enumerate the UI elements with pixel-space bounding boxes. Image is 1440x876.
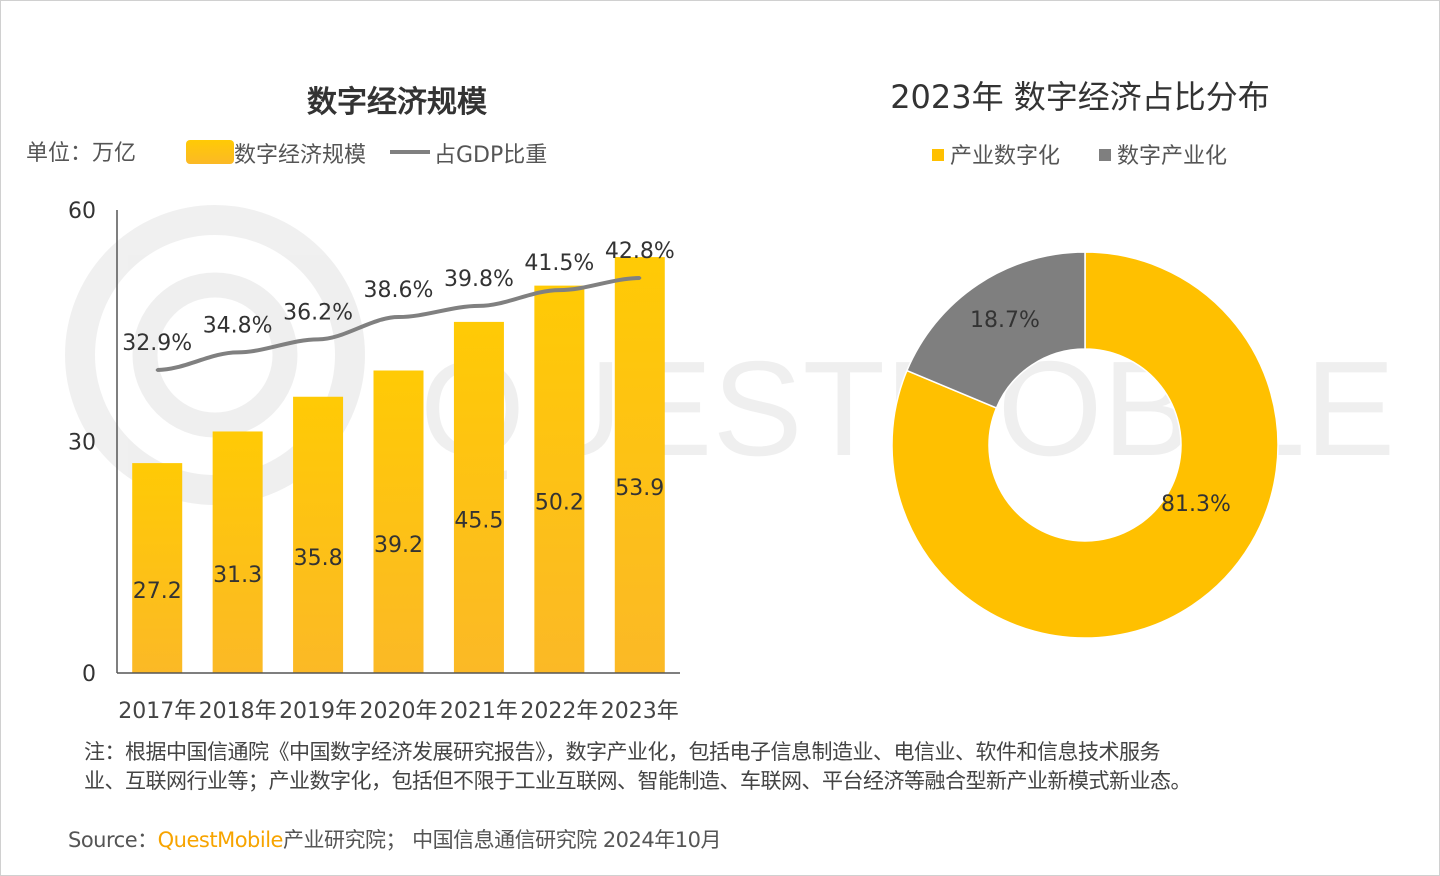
line-value-label: 42.8% (605, 239, 675, 264)
source-brand: QuestMobile (157, 828, 284, 852)
bar-value-label: 39.2 (374, 533, 423, 558)
source-line: Source：QuestMobile产业研究院； 中国信息通信研究院 2024年… (68, 824, 721, 854)
x-tick-label: 2022年 (520, 699, 598, 724)
line-point (155, 368, 159, 372)
y-tick-label: 30 (68, 431, 96, 456)
line-point (557, 288, 561, 292)
bar-value-label: 50.2 (535, 490, 584, 515)
line-value-label: 32.9% (122, 331, 192, 356)
bar (293, 396, 344, 673)
line-point (638, 276, 642, 280)
line-value-label: 39.8% (444, 267, 514, 292)
legend-slice-label-1: 数字产业化 (1117, 144, 1227, 169)
x-tick-label: 2020年 (360, 699, 438, 724)
footnote-line-2: 业、互联网行业等；产业数字化，包括但不限于工业互联网、智能制造、车联网、平台经济… (84, 769, 1192, 793)
slice-label: 81.3% (1161, 492, 1231, 517)
legend-slice-swatch-1 (1099, 149, 1111, 161)
footnote: 注：根据中国信通院《中国数字经济发展研究报告》，数字产业化，包括电子信息制造业、… (84, 738, 1384, 796)
x-tick-label: 2017年 (118, 699, 196, 724)
donut-slice (891, 251, 1279, 639)
pie-chart-title: 2023年 数字经济占比分布 (890, 78, 1270, 116)
bar-value-label: 31.3 (213, 563, 262, 588)
bar (614, 257, 665, 673)
bar-value-label: 35.8 (294, 546, 343, 571)
line-value-label: 34.8% (203, 313, 273, 338)
bar-value-label: 27.2 (133, 579, 182, 604)
bar-chart-title: 数字经济规模 (307, 85, 487, 120)
line-value-label: 41.5% (524, 251, 594, 276)
line-point (477, 304, 481, 308)
legend-slice-label-0: 产业数字化 (950, 144, 1060, 169)
legend-bar-label: 数字经济规模 (234, 143, 366, 168)
line-point (236, 350, 240, 354)
line-point (397, 315, 400, 319)
x-tick-label: 2023年 (601, 699, 679, 724)
bar (132, 463, 183, 673)
donut-slice (905, 251, 1086, 409)
y-tick-label: 60 (68, 199, 96, 224)
legend-slice-swatch-0 (932, 149, 944, 161)
bar (373, 370, 424, 673)
footnote-line-1: 注：根据中国信通院《中国数字经济发展研究报告》，数字产业化，包括电子信息制造业、… (84, 740, 1161, 764)
line-point (316, 337, 320, 341)
line-value-label: 36.2% (283, 300, 353, 325)
bar-value-label: 53.9 (615, 476, 664, 501)
x-tick-label: 2021年 (440, 699, 518, 724)
source-prefix: Source： (68, 828, 158, 852)
bar (453, 321, 504, 673)
bar-value-label: 45.5 (454, 508, 503, 533)
bar (534, 285, 585, 673)
unit-label: 单位：万亿 (26, 141, 136, 166)
x-tick-label: 2019年 (279, 699, 357, 724)
legend-bar-swatch (186, 140, 234, 164)
source-rest: 产业研究院； 中国信息通信研究院 2024年10月 (282, 828, 722, 852)
legend-line-label: 占GDP比重 (434, 143, 547, 168)
x-tick-label: 2018年 (199, 699, 277, 724)
bar (212, 431, 263, 673)
line-value-label: 38.6% (364, 278, 434, 303)
y-tick-label: 0 (82, 662, 96, 687)
slice-label: 18.7% (970, 308, 1040, 333)
